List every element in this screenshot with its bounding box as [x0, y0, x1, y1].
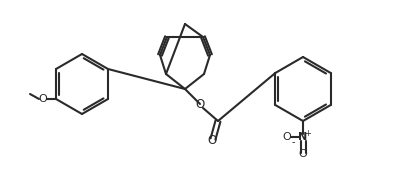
Text: O: O — [196, 98, 204, 110]
Text: +: + — [305, 129, 311, 138]
Text: -: - — [291, 137, 295, 147]
Text: O: O — [39, 94, 47, 104]
Text: O: O — [283, 132, 291, 142]
Text: O: O — [207, 133, 217, 147]
Text: O: O — [299, 149, 307, 159]
Text: N: N — [299, 132, 307, 142]
